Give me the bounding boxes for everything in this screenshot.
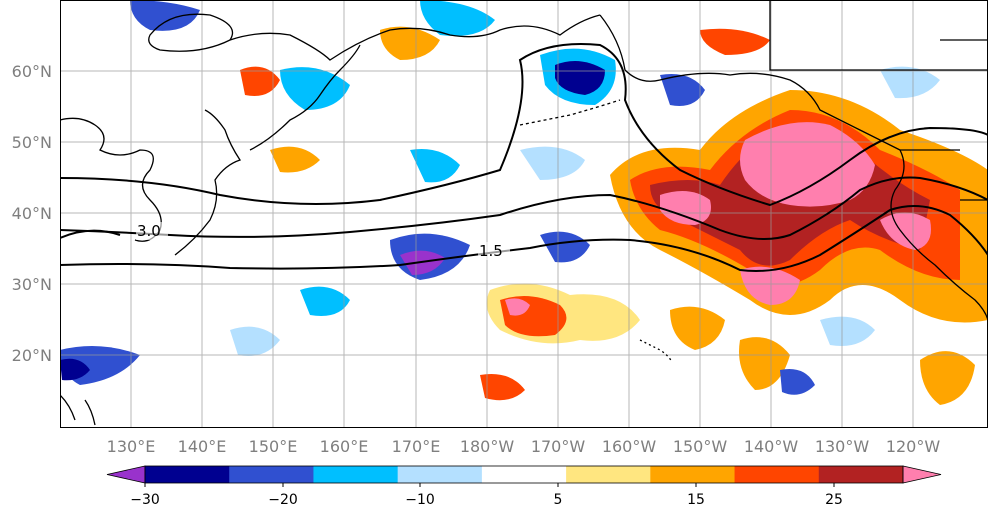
colorbar-tick-label: −30	[130, 492, 160, 508]
colorbar-segment	[818, 466, 904, 483]
lon-tick-label: 170°W	[531, 437, 586, 456]
lon-tick-label: 120°W	[886, 437, 941, 456]
warm-anomaly-peak-4	[880, 212, 931, 250]
warm-anomaly-west-4	[270, 146, 320, 173]
lon-tick-label: 130°W	[815, 437, 870, 456]
colorbar-segment	[397, 466, 483, 483]
contour-label-1-5: 1.5	[479, 242, 503, 260]
lat-tick-label: 50°N	[12, 133, 52, 152]
cold-anomaly-east-1	[880, 66, 940, 99]
cold-anomaly-mid-5	[300, 286, 350, 316]
lat-axis: 60°N 50°N 40°N 30°N 20°N	[12, 62, 52, 365]
map-panel: 3.0 1.5	[60, 0, 988, 428]
lat-tick-label: 60°N	[12, 62, 52, 81]
colorbar-segment	[481, 466, 567, 483]
warm-anomaly-south-1	[739, 337, 790, 390]
colorbar-segment	[566, 466, 651, 483]
contour-3-0	[60, 176, 988, 240]
colorbar-ticks: −30 −20 −10 5 15 25	[130, 483, 843, 508]
cold-anomaly-mid-2	[540, 231, 590, 263]
warm-anomaly-subtropics-peak	[505, 298, 530, 316]
cold-anomaly-north-5	[420, 0, 495, 36]
colorbar-segment	[145, 466, 230, 483]
colorbar-tick-label: −20	[268, 492, 298, 508]
lon-tick-label: 160°W	[602, 437, 657, 456]
cold-anomaly-south-2	[780, 369, 815, 395]
contour-1-5	[60, 205, 988, 272]
cold-anomaly-south-3	[230, 326, 280, 356]
colorbar-extend-min	[106, 465, 146, 484]
coastline-japan	[174, 109, 242, 256]
lon-tick-label: 180°W	[460, 437, 515, 456]
coastline-kamchatka	[249, 44, 361, 151]
contour-lines	[60, 43, 988, 272]
colorbar-tick-label: 5	[554, 492, 563, 508]
cold-anomaly-south-4	[820, 316, 875, 346]
colorbar-outline	[144, 465, 904, 484]
lon-tick-label: 140°W	[744, 437, 799, 456]
cold-anomaly-north-3	[130, 0, 200, 31]
contour-outer	[60, 43, 988, 207]
cold-anomaly-mid-3	[410, 149, 460, 183]
lon-tick-label: 160°E	[320, 437, 369, 456]
colorbar-segment	[734, 466, 820, 483]
coastline-arctic-loop	[148, 13, 234, 52]
warm-anomaly-peak-2	[660, 191, 711, 225]
coastline-philippines	[60, 394, 96, 426]
warm-anomaly-west-2	[700, 28, 770, 55]
warm-anomaly-south-2	[480, 374, 525, 401]
coastline-alaska	[599, 14, 901, 151]
warm-anomaly-west-3	[240, 66, 280, 96]
colorbar-tick-label: 25	[825, 492, 843, 508]
contour-japan-loop	[60, 229, 121, 239]
contour-label-bg-1-5	[478, 242, 510, 260]
coastline-hawaii	[639, 339, 673, 363]
coastlines	[60, 0, 988, 426]
colorbar-segment	[650, 466, 736, 483]
colorbar-tick-label: 15	[687, 492, 705, 508]
warm-anomaly-peak	[740, 122, 875, 207]
colorbar-tick-label: −10	[405, 492, 435, 508]
lon-axis: 130°E 140°E 150°E 160°E 170°E 180°W 170°…	[107, 437, 941, 456]
lat-tick-label: 20°N	[12, 346, 52, 365]
lon-tick-label: 130°E	[107, 437, 156, 456]
warm-anomaly-peak-3	[740, 266, 800, 305]
colorbar-extend-max	[902, 465, 942, 484]
coastline-na-west	[890, 149, 988, 321]
warm-anomaly-east	[670, 306, 725, 350]
lon-tick-label: 170°E	[392, 437, 441, 456]
lat-tick-label: 30°N	[12, 275, 52, 294]
lon-tick-label: 150°W	[673, 437, 728, 456]
contour-label-3-0: 3.0	[137, 222, 161, 240]
contour-label-bg-3-0	[136, 222, 168, 240]
cold-anomaly-south-1-core	[60, 358, 90, 381]
lon-tick-label: 150°E	[249, 437, 298, 456]
country-border-ca-us	[769, 0, 988, 201]
lon-tick-label: 140°E	[178, 437, 227, 456]
coastline-aleutians	[519, 99, 621, 126]
colorbar-segment	[313, 466, 399, 483]
cold-anomaly-north-1-core	[555, 61, 605, 95]
warm-anomaly-south-3	[920, 351, 975, 405]
coastline-siberia	[229, 14, 601, 61]
lat-tick-label: 40°N	[12, 204, 52, 223]
anomaly-field	[60, 0, 988, 405]
colorbar	[106, 465, 942, 484]
cold-anomaly-mid-4	[520, 146, 585, 180]
cold-anomaly-north-4	[660, 74, 705, 106]
gridlines	[60, 0, 988, 428]
warm-anomaly-west-1	[380, 26, 440, 61]
colorbar-segment	[229, 466, 314, 483]
